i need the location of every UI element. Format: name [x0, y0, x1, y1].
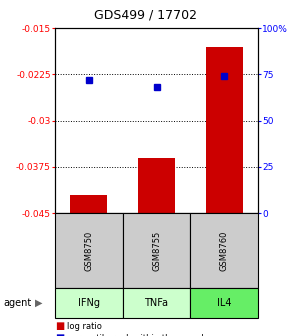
Text: IL4: IL4 [217, 298, 231, 308]
Text: GSM8755: GSM8755 [152, 230, 161, 270]
Bar [123, 288, 190, 318]
Text: log ratio: log ratio [67, 322, 102, 331]
Bar [138, 158, 175, 213]
Text: IFNg: IFNg [78, 298, 100, 308]
Text: GDS499 / 17702: GDS499 / 17702 [93, 8, 197, 22]
Text: percentile rank within the sample: percentile rank within the sample [67, 334, 209, 336]
Text: ■: ■ [55, 333, 64, 336]
Bar [206, 46, 243, 213]
Text: ■: ■ [55, 321, 64, 331]
Text: GSM8760: GSM8760 [220, 230, 229, 271]
Text: ▶: ▶ [35, 298, 43, 308]
Bar [123, 213, 190, 288]
Bar [70, 195, 107, 213]
Text: GSM8750: GSM8750 [84, 230, 93, 270]
Bar [55, 288, 123, 318]
Bar [190, 288, 258, 318]
Text: agent: agent [3, 298, 31, 308]
Bar [190, 213, 258, 288]
Text: TNFa: TNFa [144, 298, 168, 308]
Bar [55, 213, 123, 288]
